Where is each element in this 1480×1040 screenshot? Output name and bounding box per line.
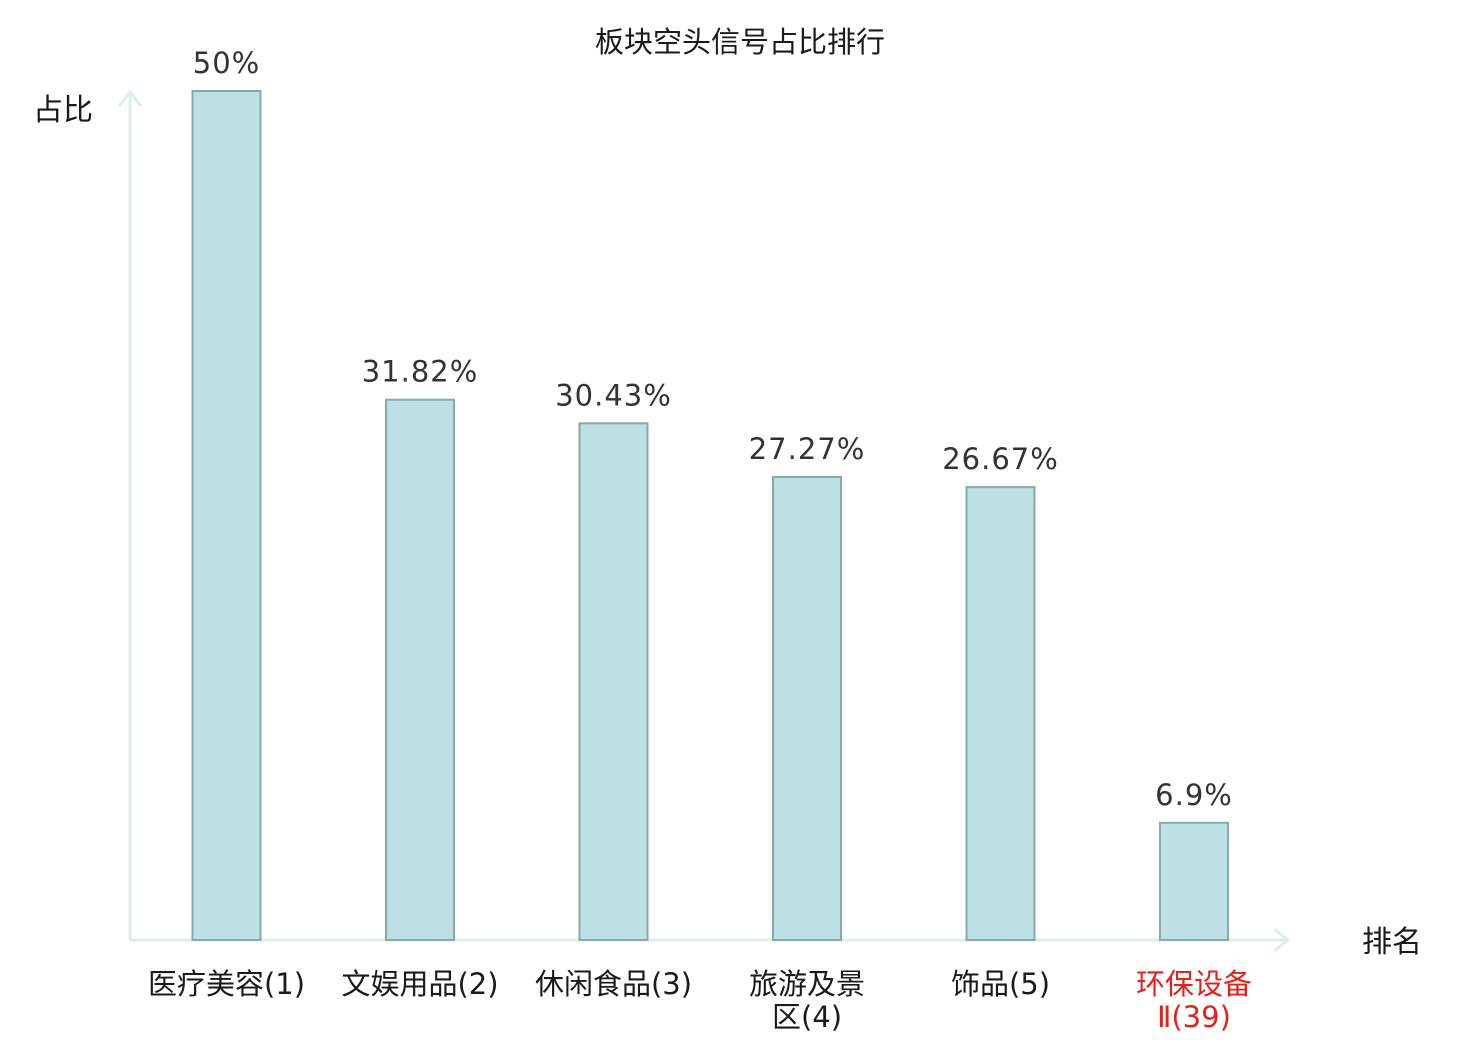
category-label-line: 休闲食品(3): [535, 967, 692, 1001]
chart-title: 板块空头信号占比排行: [595, 25, 885, 59]
value-label-4: 27.27%: [749, 432, 866, 466]
bar-5: [965, 486, 1036, 941]
category-label-line: 环保设备: [1136, 967, 1252, 1001]
bar-1: [191, 90, 262, 941]
category-label-line: Ⅱ(39): [1157, 1000, 1231, 1034]
value-label-3: 30.43%: [555, 378, 672, 412]
bar-4: [772, 476, 842, 941]
category-labels-group: 医疗美容(1) 文娱用品(2) 休闲食品(3) 旅游及景区(4) 饰品(5) 环保设备 Ⅱ(…: [148, 967, 1252, 1034]
bar-2: [385, 398, 455, 941]
bar-6: [1159, 821, 1229, 941]
category-label-line: 文娱用品(2): [341, 967, 498, 1001]
value-labels-group: 50% 31.82% 30.43% 27.27% 26.67% 6.9%: [193, 46, 1233, 812]
category-label-6: 环保设备 Ⅱ(39): [1136, 967, 1252, 1034]
axes: [117, 89, 1291, 953]
category-label-5: 饰品(5): [951, 967, 1050, 1001]
value-label-2: 31.82%: [362, 355, 479, 389]
category-label-3: 休闲食品(3): [535, 967, 692, 1001]
category-label-line: 区(4): [772, 1000, 842, 1034]
category-label-4: 旅游及景区(4): [749, 967, 865, 1034]
value-label-5: 26.67%: [942, 442, 1059, 476]
x-axis-arrow-icon: [1273, 927, 1291, 953]
category-label-line: 饰品(5): [951, 967, 1050, 1001]
y-axis-arrow-icon: [117, 89, 143, 107]
y-axis-label: 占比: [33, 93, 93, 128]
category-label-line: 医疗美容(1): [148, 967, 305, 1001]
value-label-6: 6.9%: [1155, 778, 1233, 812]
category-label-line: 旅游及景: [749, 967, 865, 1001]
bar-3: [578, 422, 649, 941]
value-label-1: 50%: [193, 46, 260, 80]
bars-group: [191, 90, 1229, 941]
category-label-1: 医疗美容(1): [148, 967, 305, 1001]
category-label-2: 文娱用品(2): [341, 967, 498, 1001]
x-axis-label: 排名: [1362, 925, 1422, 960]
